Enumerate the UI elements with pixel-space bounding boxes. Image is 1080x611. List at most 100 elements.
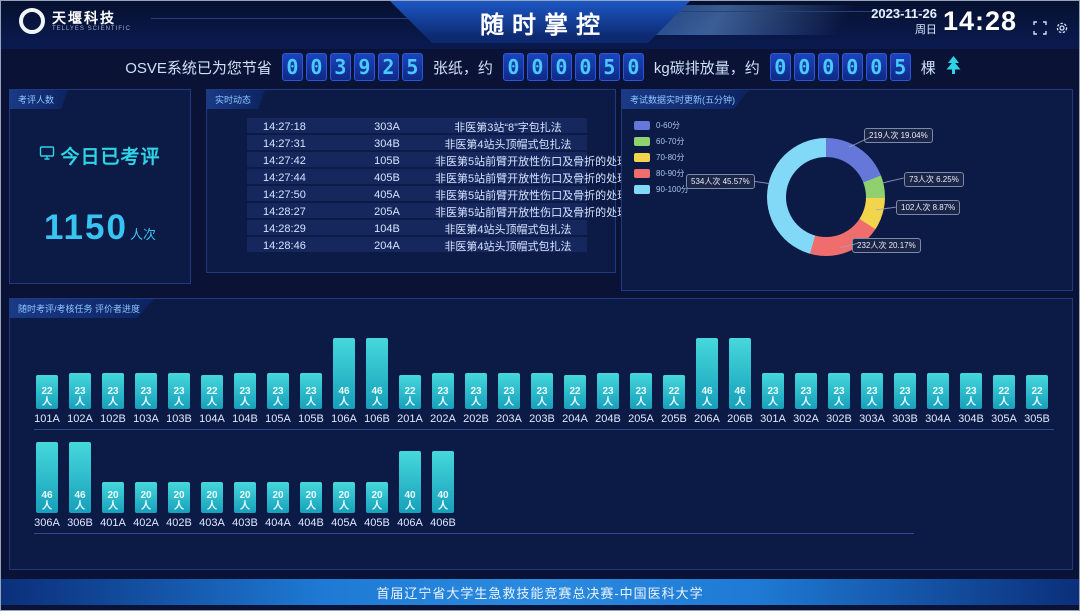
bar-category-label: 104A [199, 413, 225, 425]
digit-box: 3 [329, 53, 351, 81]
bar-column: 20 人 404B [298, 437, 324, 533]
bar-value: 46 人 [41, 490, 53, 512]
bar-slot: 20 人 [300, 437, 322, 513]
bar: 20 人 [333, 482, 355, 513]
digit-box: 0 [817, 53, 839, 81]
bar-value: 23 人 [767, 386, 779, 408]
bar: 20 人 [168, 482, 190, 513]
digit-box: 0 [502, 53, 524, 81]
legend-item[interactable]: 70-80分 [634, 152, 689, 163]
bar: 22 人 [399, 375, 421, 409]
bar: 22 人 [1026, 375, 1048, 409]
bar: 23 人 [465, 373, 487, 409]
bar-column: 23 人 203A [496, 333, 522, 429]
bar: 20 人 [135, 482, 157, 513]
bar: 20 人 [201, 482, 223, 513]
legend-item[interactable]: 90-100分 [634, 184, 689, 195]
bar-category-label: 106B [364, 413, 390, 425]
bar-slot: 20 人 [366, 437, 388, 513]
pie-label-connector [882, 177, 904, 184]
bar-slot: 23 人 [795, 333, 817, 409]
bar-value: 23 人 [140, 386, 152, 408]
bar-value: 23 人 [470, 386, 482, 408]
bar-category-label: 306B [67, 517, 93, 529]
bar-column: 23 人 203B [529, 333, 555, 429]
bar: 46 人 [36, 442, 58, 513]
bar-value: 22 人 [668, 386, 680, 408]
bar: 40 人 [399, 451, 421, 513]
row-station-code: 204A [374, 240, 400, 252]
bar-category-label: 204B [595, 413, 621, 425]
bar: 23 人 [234, 373, 256, 409]
row-description: 非医第5站前臂开放性伤口及骨折的处理 [435, 156, 629, 168]
bar-column: 20 人 405A [331, 437, 357, 533]
bar: 23 人 [597, 373, 619, 409]
row-station-code: 303A [374, 121, 400, 133]
bar: 23 人 [960, 373, 982, 409]
legend-item[interactable]: 0-60分 [634, 120, 689, 131]
bar-slot: 22 人 [993, 333, 1015, 409]
title-banner: 随时掌控 [390, 1, 690, 43]
legend-label: 0-60分 [656, 121, 681, 130]
bar-slot: 23 人 [861, 333, 883, 409]
progress-panel-title: 随时考评/考核任务 评价者进度 [10, 299, 155, 318]
bar: 22 人 [564, 375, 586, 409]
bar-category-label: 103B [166, 413, 192, 425]
bar-slot: 23 人 [234, 333, 256, 409]
bar-value: 20 人 [107, 490, 119, 512]
bar-category-label: 403A [199, 517, 225, 529]
bar-value: 23 人 [899, 386, 911, 408]
bar-slot: 22 人 [399, 333, 421, 409]
bar-category-label: 304B [958, 413, 984, 425]
datetime-display: 2023-11-26 周日 14:28 [871, 6, 1017, 37]
header-deco-line [681, 11, 931, 12]
bar-category-label: 303A [859, 413, 885, 425]
legend-swatch [634, 185, 650, 194]
gear-icon[interactable] [1055, 21, 1069, 35]
fullscreen-icon[interactable] [1033, 21, 1047, 35]
table-row: 14:27:44 405B 非医第5站前臂开放性伤口及骨折的处理 [247, 169, 628, 185]
bar-category-label: 302A [793, 413, 819, 425]
digit-box: 0 [793, 53, 815, 81]
bar-slot: 22 人 [201, 333, 223, 409]
bar-column: 22 人 205B [661, 333, 687, 429]
bar-slot: 23 人 [828, 333, 850, 409]
bar-slot: 20 人 [168, 437, 190, 513]
bar: 23 人 [69, 373, 91, 409]
legend-item[interactable]: 80-90分 [634, 168, 689, 179]
bar-slot: 20 人 [102, 437, 124, 513]
row-station-code: 304B [374, 138, 400, 150]
bar-column: 23 人 103B [166, 333, 192, 429]
bar-category-label: 403B [232, 517, 258, 529]
legend-label: 90-100分 [656, 185, 689, 194]
bar-slot: 23 人 [135, 333, 157, 409]
bar-slot: 22 人 [36, 333, 58, 409]
bar-category-label: 104B [232, 413, 258, 425]
legend-swatch [634, 153, 650, 162]
legend-label: 80-90分 [656, 169, 685, 178]
bar-value: 20 人 [239, 490, 251, 512]
digit-box: 9 [353, 53, 375, 81]
bar: 40 人 [432, 451, 454, 513]
bar-value: 40 人 [437, 490, 449, 512]
bar-value: 46 人 [371, 386, 383, 408]
row-station-code: 104B [374, 223, 400, 235]
table-row: 14:27:42 105B 非医第5站前臂开放性伤口及骨折的处理 [247, 152, 628, 168]
digit-box: 2 [377, 53, 399, 81]
pie-slice-label: 102人次 8.87% [896, 200, 961, 215]
bar: 20 人 [300, 482, 322, 513]
axis-line-row1 [34, 429, 1054, 430]
row-time: 14:27:31 [263, 138, 306, 150]
header-deco-line [151, 18, 411, 19]
bar: 23 人 [762, 373, 784, 409]
digit-box: 5 [598, 53, 620, 81]
row-description: 非医第4站头顶帽式包扎法 [444, 224, 572, 236]
bar-value: 23 人 [635, 386, 647, 408]
legend-item[interactable]: 60-70分 [634, 136, 689, 147]
digit-box: 5 [889, 53, 911, 81]
digit-box: 0 [574, 53, 596, 81]
attendance-panel-title: 考评人数 [10, 90, 69, 109]
bar-category-label: 105A [265, 413, 291, 425]
bar-column: 46 人 206B [727, 333, 753, 429]
bar-slot: 23 人 [927, 333, 949, 409]
